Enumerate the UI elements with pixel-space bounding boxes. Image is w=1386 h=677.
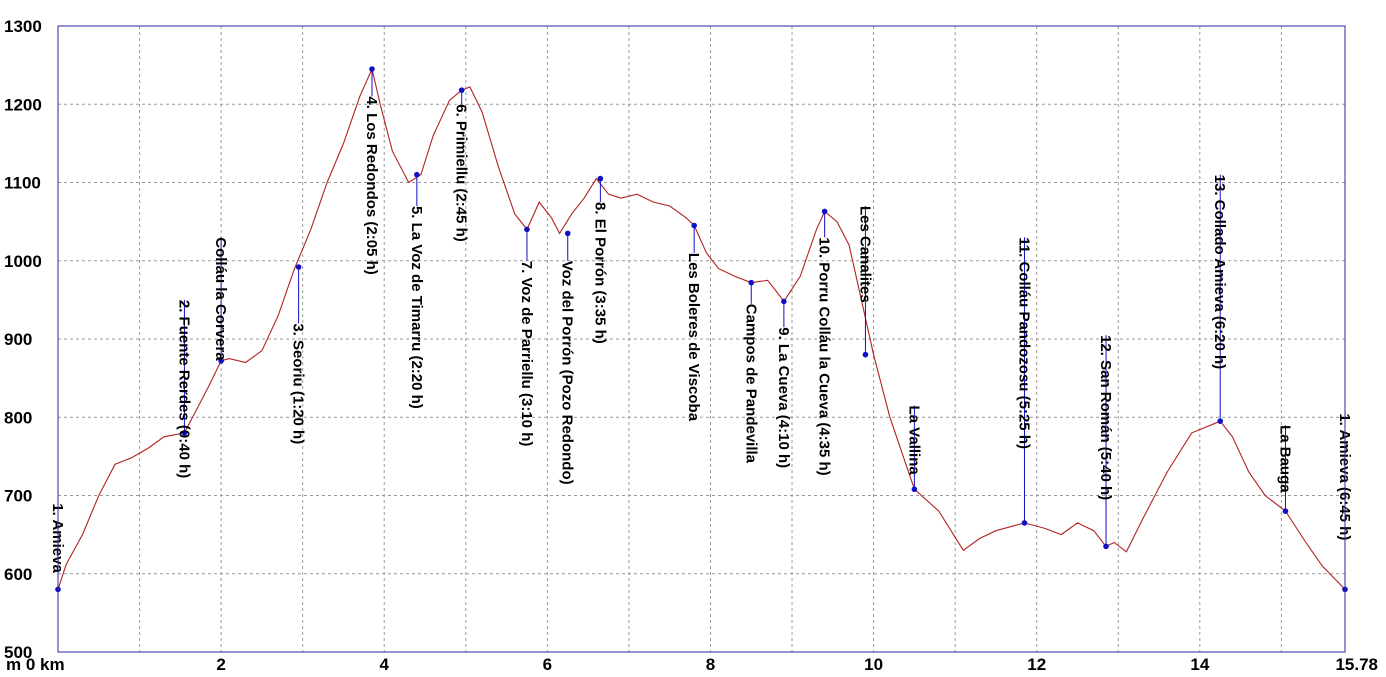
x-tick-label: 15.78: [1335, 655, 1378, 674]
waypoint-marker: [414, 171, 420, 178]
waypoint: 3. Seoriu (1:20 h): [290, 264, 307, 444]
waypoint-label: 8. El Porrón (3:35 h): [591, 202, 608, 344]
x-tick-label: 4: [380, 655, 390, 674]
x-tick-label: 12: [1027, 655, 1046, 674]
plot-frame: [57, 25, 1346, 653]
waypoint-label: 12. San Román (5:40 h): [1097, 335, 1114, 500]
waypoint-marker: [181, 430, 188, 436]
waypoint: Voz del Porrón (Pozo Redondo): [559, 230, 576, 485]
axes: 500 600 700 800 900 1000 1100 1200 1300 m 0 km 2 4 6…: [4, 17, 1378, 674]
y-tick-label: 1300: [4, 17, 42, 36]
x-tick-label: 8: [706, 655, 715, 674]
waypoint-label: 4. Los Redondos (2:05 h): [363, 96, 380, 274]
waypoint-label: 9. La Cueva (4:10 h): [775, 327, 792, 468]
waypoint: Colláu la Corvera: [212, 237, 229, 364]
y-tick-label: 1100: [4, 174, 41, 193]
y-tick-label: 700: [4, 487, 32, 506]
waypoint: 5. La Voz de Timarru (2:20 h): [408, 171, 425, 409]
waypoint-label: 3. Seoriu (1:20 h): [290, 323, 307, 444]
waypoint-marker: [911, 486, 918, 493]
waypoint-label: Les Canalites: [856, 206, 873, 303]
waypoint: 6. Primiellu (2:45 h): [453, 87, 470, 242]
waypoint-label: 10. Porru Colláu la Cueva (4:35 h): [816, 237, 833, 475]
waypoint: 2. Fuente Rerdes (0:40 h): [175, 299, 192, 478]
waypoint: Campos de Pandevilla: [742, 279, 759, 464]
waypoint-marker: [1021, 520, 1028, 526]
waypoint-label: La Vallina: [905, 406, 922, 476]
waypoint-marker: [597, 175, 604, 182]
y-tick-label: 800: [4, 408, 32, 427]
waypoint-label: 6. Primiellu (2:45 h): [453, 104, 470, 242]
waypoint: 12. San Román (5:40 h): [1097, 335, 1114, 550]
grid: [58, 25, 1345, 653]
x-tick-label: 10: [864, 655, 883, 674]
y-tick-label: 500: [4, 643, 32, 662]
x-tick-label: 14: [1190, 655, 1209, 674]
y-tick-label: 600: [4, 565, 32, 584]
waypoint: La Bauga: [1276, 425, 1293, 514]
waypoint-label: 2. Fuente Rerdes (0:40 h): [175, 300, 192, 478]
waypoint-label: La Bauga: [1276, 425, 1293, 493]
x-tick-label: 6: [543, 655, 552, 674]
y-tick-label: 1200: [4, 95, 42, 114]
waypoint: 13. Collado Amieva (6:20 h): [1211, 174, 1228, 424]
profile-layer: [57, 67, 1346, 590]
waypoint: 4. Los Redondos (2:05 h): [363, 66, 380, 275]
waypoint: La Vallina: [905, 405, 922, 493]
waypoint-marker: [1217, 418, 1224, 424]
waypoint-marker: [369, 66, 375, 72]
y-tick-label: 900: [4, 330, 32, 349]
x-tick-label: 2: [216, 655, 225, 674]
waypoint-marker: [1282, 508, 1289, 514]
waypoint: 10. Porru Colláu la Cueva (4:35 h): [816, 208, 833, 476]
waypoint-marker: [691, 222, 697, 229]
waypoint: 8. El Porrón (3:35 h): [591, 175, 608, 344]
waypoint-marker: [821, 208, 828, 215]
waypoint-marker: [458, 87, 465, 93]
waypoint: 9. La Cueva (4:10 h): [775, 298, 792, 468]
waypoint-label: Voz del Porrón (Pozo Redondo): [559, 261, 576, 485]
waypoint: 11. Colláu Pandozosu (5:25 h): [1015, 237, 1032, 526]
waypoint-label: 11. Colláu Pandozosu (5:25 h): [1015, 237, 1032, 449]
waypoint-marker: [564, 230, 571, 237]
waypoint-marker: [295, 264, 302, 270]
waypoint: Les Boleres de Viscoba: [685, 222, 702, 422]
waypoint-marker: [218, 358, 224, 364]
waypoint-marker: [1103, 543, 1109, 550]
waypoint-marker: [862, 351, 869, 358]
waypoint-marker: [524, 226, 530, 233]
waypoint-label: Colláu la Corvera: [212, 237, 229, 361]
waypoint-marker: [748, 279, 755, 286]
waypoint-label: Les Boleres de Viscoba: [685, 253, 702, 422]
x-tick-label: m 0 km: [6, 655, 65, 674]
waypoint-marker: [781, 298, 787, 305]
elevation-series-line: [57, 67, 1346, 590]
waypoint-label: 7. Voz de Parriellu (3:10 h): [518, 261, 535, 447]
waypoint: Les Canalites: [856, 205, 873, 358]
waypoint-label: 13. Collado Amieva (6:20 h): [1211, 175, 1228, 370]
waypoint: 7. Voz de Parriellu (3:10 h): [518, 226, 535, 447]
waypoint-label: 5. La Voz de Timarru (2:20 h): [408, 206, 425, 409]
y-tick-label: 1000: [4, 252, 42, 271]
waypoint-label: Campos de Pandevilla: [742, 304, 759, 464]
